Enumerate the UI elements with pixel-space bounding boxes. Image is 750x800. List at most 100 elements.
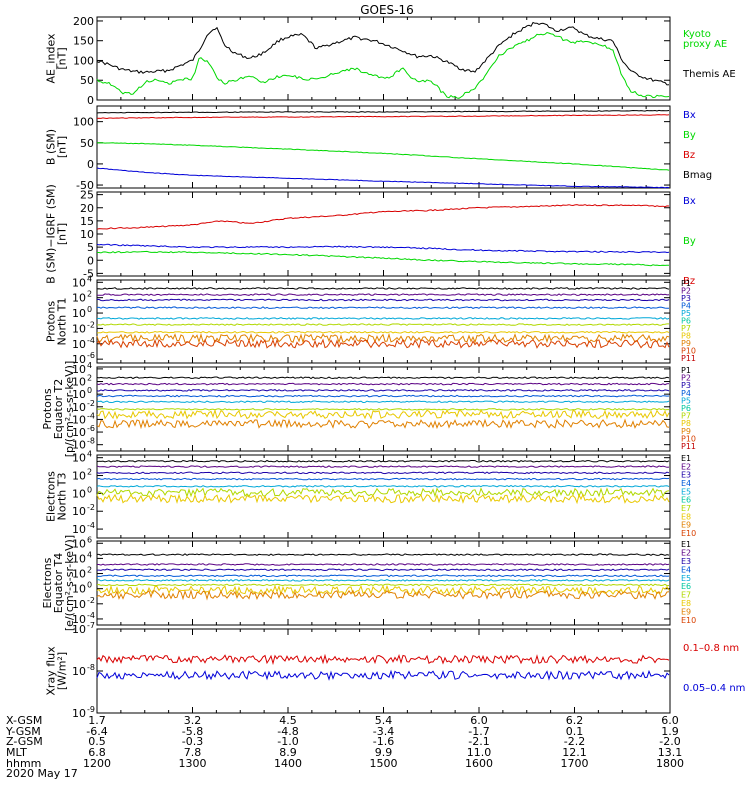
channel-label: P3	[681, 294, 691, 303]
legend-entry: 0.05–0.4 nm	[683, 683, 745, 694]
flux-channel-line	[96, 389, 670, 392]
x-axis-value: 1200	[83, 757, 111, 770]
flux-channel-line	[97, 563, 670, 566]
x-axis-value: -5.8	[182, 725, 203, 738]
channel-label: P9	[681, 339, 691, 348]
channel-label: P2	[681, 287, 691, 296]
y-tick-label: 150	[73, 35, 94, 48]
x-axis-value: -2.2	[564, 735, 585, 748]
flux-channel-line	[96, 484, 670, 488]
y-tick-exponent: -2	[87, 596, 95, 605]
channel-label: P7	[681, 324, 691, 333]
x-axis-value: -1.6	[373, 735, 394, 748]
legend-entry: Bmag	[683, 170, 712, 181]
channel-label: E3	[681, 471, 691, 480]
x-axis-value: 1.7	[88, 714, 106, 727]
y-tick-label: 10	[72, 276, 86, 289]
y-tick-label: 100	[73, 116, 94, 129]
x-axis-value: 0.5	[88, 735, 106, 748]
flux-channel-line	[96, 400, 670, 404]
channel-label: E8	[681, 512, 691, 521]
channel-label: E5	[681, 487, 691, 496]
legend-entry: 0.1–0.8 nm	[683, 643, 739, 654]
channel-label: E9	[681, 608, 691, 617]
x-axis-value: 1400	[274, 757, 302, 770]
channel-label: P6	[681, 404, 691, 413]
y-tick-exponent: -9	[87, 705, 95, 714]
x-axis-value: 0.1	[566, 725, 584, 738]
y-axis-label: B (SM)−IGRF (SM)	[45, 184, 58, 284]
y-axis-label: North T3	[56, 473, 69, 521]
channel-label: E6	[681, 582, 691, 591]
legend-entry: By	[683, 130, 696, 141]
y-tick-label: 0	[87, 158, 94, 171]
y-tick-label: 200	[73, 15, 94, 28]
x-axis-row-label: Z-GSM	[6, 735, 43, 748]
panel-frame	[96, 279, 671, 364]
x-axis-value: 3.2	[184, 714, 202, 727]
flux-channel-line	[96, 588, 670, 601]
y-tick-exponent: 4	[87, 274, 92, 283]
series-line	[96, 669, 670, 681]
y-tick-exponent: -6	[87, 424, 95, 433]
channel-label: E4	[681, 479, 691, 488]
channel-label: E10	[681, 529, 696, 538]
series-line	[96, 204, 670, 230]
y-tick-exponent: 0	[87, 581, 92, 590]
series-line	[96, 167, 670, 189]
channel-label: E4	[681, 565, 691, 574]
series-line	[97, 250, 670, 267]
flux-channel-line	[96, 293, 670, 296]
channel-label: P10	[681, 434, 696, 443]
y-tick-label: 10	[72, 470, 86, 483]
x-axis-value: 6.8	[88, 746, 106, 759]
y-tick-exponent: -4	[87, 521, 95, 530]
y-tick-exponent: -8	[87, 437, 95, 446]
flux-channel-line	[96, 574, 670, 578]
legend-entry: Kyoto	[683, 29, 711, 40]
channel-label: E2	[681, 548, 691, 557]
x-axis-value: -2.0	[659, 735, 680, 748]
channel-label: E7	[681, 504, 691, 513]
panel-frame	[96, 105, 671, 189]
y-tick-exponent: 0	[87, 386, 92, 395]
y-tick-exponent: 4	[87, 450, 92, 459]
y-tick-exponent: 2	[87, 290, 92, 299]
y-tick-label: 10	[72, 388, 86, 401]
channel-label: E6	[681, 496, 691, 505]
channel-label: P3	[681, 381, 691, 390]
y-axis-label: Equator T4	[52, 553, 65, 613]
flux-channel-line	[96, 317, 670, 320]
y-axis-label: [nT]	[56, 47, 69, 69]
x-axis-value: 6.2	[566, 714, 584, 727]
series-line	[96, 243, 670, 254]
y-tick-exponent: 2	[87, 468, 92, 477]
y-axis-label: [nT]	[56, 136, 69, 158]
y-tick-label: 10	[72, 598, 86, 611]
channel-label: P9	[681, 427, 691, 436]
y-tick-label: 10	[72, 376, 86, 389]
x-axis-value: 5.4	[375, 714, 393, 727]
legend-entry: Bx	[683, 196, 696, 207]
y-axis-label: Protons	[45, 301, 58, 342]
flux-channel-line	[96, 287, 670, 290]
y-axis-label: Electrons	[45, 471, 58, 522]
y-tick-label: 50	[80, 74, 94, 87]
x-axis-value: 1600	[465, 757, 493, 770]
legend-entry: Bx	[683, 110, 696, 121]
x-axis-value: 1500	[370, 757, 398, 770]
channel-label: P1	[681, 279, 691, 288]
x-axis-value: 6.0	[470, 714, 488, 727]
channel-label: P11	[681, 442, 696, 451]
series-line	[96, 114, 670, 120]
y-tick-label: 10	[72, 413, 86, 426]
flux-channel-line	[96, 332, 670, 344]
y-tick-label: 25	[80, 189, 94, 202]
y-tick-exponent: -2	[87, 320, 95, 329]
y-tick-label: 10	[72, 322, 86, 335]
channel-label: P10	[681, 347, 696, 356]
